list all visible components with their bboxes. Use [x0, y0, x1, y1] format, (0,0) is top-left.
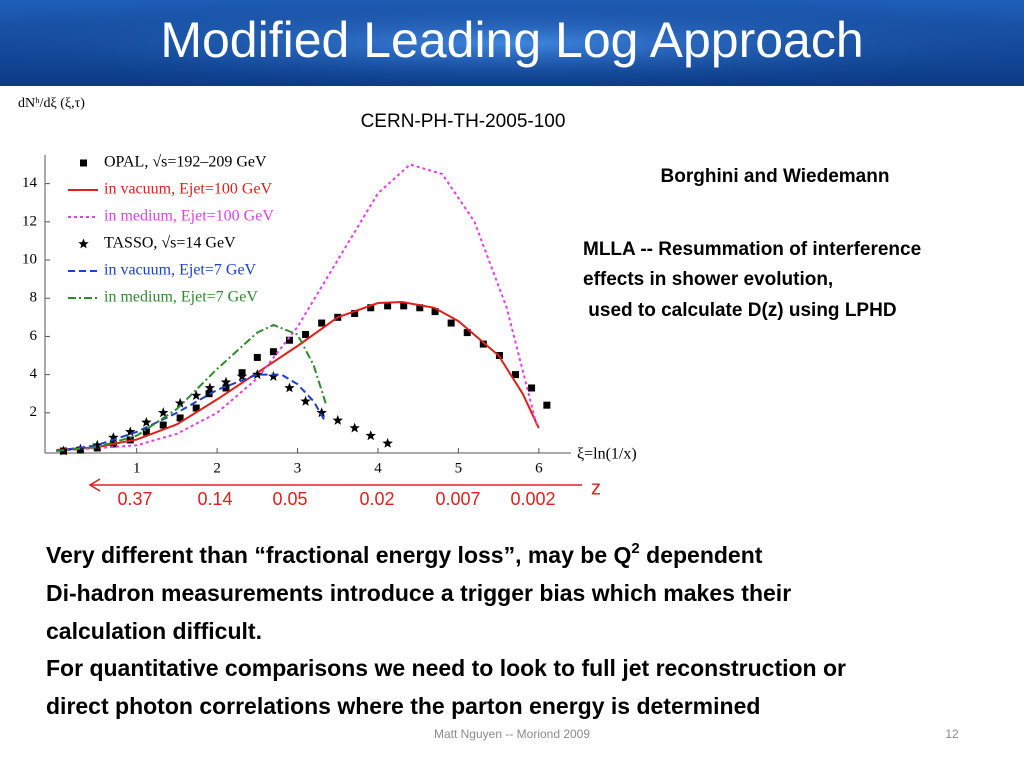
data-point	[384, 302, 392, 310]
z-value: 0.05	[272, 489, 307, 509]
z-arrow-head	[88, 478, 101, 492]
data-point	[479, 340, 487, 348]
data-point	[252, 369, 263, 380]
data-point	[400, 302, 408, 310]
body-text: calculation difficult.	[46, 618, 262, 644]
y-tick-label: 8	[30, 290, 38, 306]
data-point	[236, 371, 248, 381]
data-point	[141, 416, 152, 427]
data-point	[92, 439, 103, 450]
data-point	[220, 376, 232, 387]
curve	[56, 323, 327, 452]
x-tick-label: 1	[133, 460, 141, 476]
legend-label: in medium, Ejet=7 GeV	[104, 289, 258, 306]
data-point	[158, 407, 169, 418]
z-label: z	[591, 477, 601, 499]
data-point	[268, 371, 279, 381]
z-value: 0.007	[435, 489, 480, 509]
data-point	[416, 304, 424, 312]
y-tick-label: 14	[22, 175, 38, 191]
reference: CERN-PH-TH-2005-100	[361, 111, 566, 132]
data-point	[286, 336, 294, 344]
data-point	[108, 432, 119, 443]
data-point	[300, 395, 311, 406]
y-tick-label: 12	[22, 213, 37, 229]
data-point	[349, 422, 360, 433]
body-text: direct photon correlations where the par…	[46, 693, 760, 719]
data-point	[431, 308, 439, 316]
legend-label: TASSO, √s=14 GeV	[104, 235, 236, 252]
legend-label: in medium, Ejet=100 GeV	[104, 208, 274, 225]
curve	[56, 300, 540, 451]
y-tick-label: 6	[30, 328, 38, 344]
legend-label: in vacuum, Ejet=7 GeV	[104, 262, 257, 279]
y-tick-label: 2	[30, 404, 38, 420]
z-value: 0.002	[510, 489, 555, 509]
data-point	[205, 390, 213, 398]
legend-marker	[78, 238, 89, 249]
data-point	[382, 437, 393, 448]
z-value: 0.37	[117, 489, 152, 509]
description-line: used to calculate D(z) using LPHD	[583, 300, 897, 321]
x-tick-label: 6	[535, 460, 543, 476]
footer: Matt Nguyen -- Moriond 2009	[434, 727, 590, 741]
body-text: dependent	[640, 542, 763, 568]
data-point	[176, 414, 184, 422]
data-point	[159, 421, 167, 429]
data-point	[142, 428, 150, 436]
authors: Borghini and Wiedemann	[661, 166, 890, 187]
curve	[56, 373, 327, 452]
data-point	[253, 353, 261, 361]
legend-marker	[80, 159, 87, 167]
y-axis-label: dNʰ/dξ (ξ,τ)	[18, 96, 85, 111]
x-tick-label: 3	[294, 460, 302, 476]
data-point	[332, 414, 343, 425]
data-point	[269, 348, 277, 356]
title-glow	[0, 0, 1024, 86]
legend-label: in vacuum, Ejet=100 GeV	[104, 181, 273, 198]
data-point	[222, 384, 230, 392]
body-text: Very different than “fractional energy l…	[46, 542, 631, 568]
x-tick-label: 4	[374, 460, 382, 476]
body-text: Di-hadron measurements introduce a trigg…	[46, 580, 791, 606]
description-line: effects in shower evolution,	[583, 269, 833, 290]
data-point	[316, 407, 327, 418]
data-point	[192, 404, 200, 412]
slide-title: Modified Leading Log Approach	[160, 12, 863, 68]
description-line: MLLA -- Resummation of interference	[583, 239, 921, 260]
data-point	[512, 371, 520, 379]
data-point	[528, 384, 536, 392]
superscript: 2	[631, 540, 639, 557]
body-text: For quantitative comparisons we need to …	[46, 655, 846, 681]
x-tick-label: 2	[213, 460, 221, 476]
data-point	[463, 329, 471, 337]
data-point	[125, 426, 136, 437]
data-point	[191, 390, 202, 401]
body-line: direct photon correlations where the par…	[46, 693, 760, 719]
z-value: 0.02	[359, 489, 394, 509]
x-tick-label: 5	[455, 460, 463, 476]
legend-label: OPAL, √s=192–209 GeV	[104, 154, 267, 171]
y-tick-label: 10	[22, 251, 37, 267]
page-number: 12	[945, 727, 959, 741]
data-point	[284, 382, 295, 393]
data-point	[174, 397, 186, 408]
y-tick-label: 4	[30, 366, 38, 382]
data-point	[447, 319, 455, 327]
data-point	[302, 331, 310, 339]
data-point	[318, 319, 326, 327]
z-value: 0.14	[197, 489, 232, 509]
curve	[56, 163, 538, 452]
body-line: Very different than “fractional energy l…	[46, 540, 763, 568]
data-point	[543, 401, 551, 409]
data-point	[204, 382, 216, 393]
body-line: calculation difficult.	[46, 618, 262, 644]
data-point	[351, 310, 359, 318]
body-line: Di-hadron measurements introduce a trigg…	[46, 580, 791, 606]
body-line: For quantitative comparisons we need to …	[46, 655, 846, 681]
data-point	[367, 304, 375, 312]
x-axis-label: ξ=ln(1/x)	[577, 446, 637, 463]
data-point	[365, 430, 376, 441]
